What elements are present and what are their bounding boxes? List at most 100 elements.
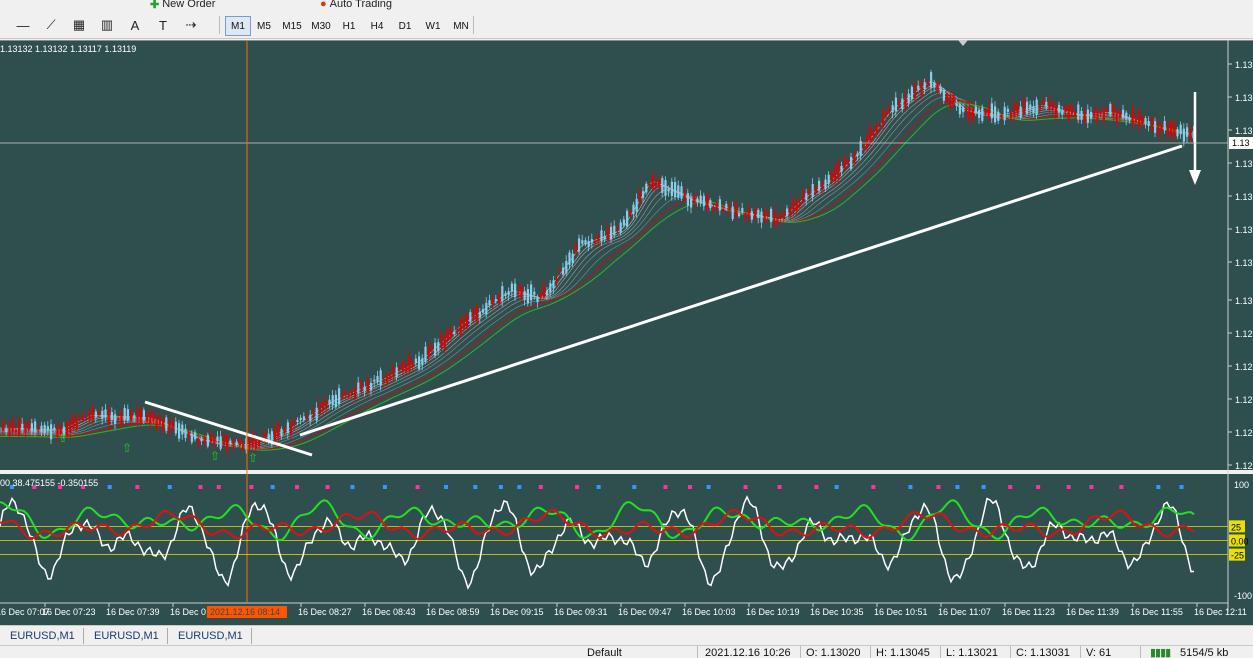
signal-dot bbox=[1036, 485, 1041, 489]
candle-body bbox=[763, 210, 766, 223]
timeframe-m5[interactable]: M5 bbox=[257, 20, 271, 32]
candle-body bbox=[702, 195, 705, 207]
candle-body bbox=[1054, 105, 1057, 118]
candle-body bbox=[405, 364, 408, 373]
candle-body bbox=[750, 211, 753, 220]
candle-body bbox=[1000, 114, 1003, 118]
auto-trading-label: Auto Trading bbox=[329, 0, 393, 10]
signal-dot bbox=[1179, 485, 1184, 489]
candle-body bbox=[1080, 110, 1083, 120]
candle-body bbox=[210, 433, 213, 443]
candle-body bbox=[110, 412, 113, 420]
candle-body bbox=[696, 198, 699, 203]
candle-body bbox=[200, 438, 203, 442]
indicator-scale-bottom: -100 bbox=[1234, 591, 1252, 601]
candle-body bbox=[1019, 106, 1022, 118]
candle-body bbox=[1179, 124, 1182, 135]
candle-body bbox=[725, 203, 728, 209]
signal-dot bbox=[517, 485, 522, 489]
candle-body bbox=[21, 423, 24, 430]
candle-body bbox=[1115, 111, 1118, 123]
candle-body bbox=[331, 395, 334, 405]
candle-body bbox=[238, 438, 241, 446]
candle-body bbox=[488, 300, 491, 306]
time-tick-label: 16 Dec 07:39 bbox=[106, 607, 160, 617]
timeframe-w1[interactable]: W1 bbox=[425, 20, 441, 32]
timeframe-m15[interactable]: M15 bbox=[282, 20, 302, 32]
toolbar-separator bbox=[473, 16, 474, 34]
status-high: H: 1.13045 bbox=[876, 647, 930, 658]
time-tick-label: 16 Dec 11:07 bbox=[938, 607, 991, 617]
arrows-tool[interactable]: ⇢ bbox=[185, 17, 197, 32]
candle-body bbox=[546, 290, 549, 296]
status-open: O: 1.13020 bbox=[806, 647, 861, 658]
candle-body bbox=[370, 382, 373, 391]
signal-dot bbox=[955, 485, 960, 489]
status-close: C: 1.13031 bbox=[1016, 647, 1070, 658]
candle-body bbox=[1026, 101, 1029, 114]
indicator-level-box bbox=[1229, 548, 1245, 561]
chart-tabs: EURUSD,M1 EURUSD,M1 EURUSD,M1 bbox=[0, 625, 1253, 646]
candle-body bbox=[811, 184, 814, 197]
candle-body bbox=[443, 335, 446, 349]
candle-body bbox=[184, 428, 187, 438]
ma-line bbox=[0, 95, 1193, 450]
candle-body bbox=[997, 111, 1000, 121]
candle-body bbox=[536, 297, 539, 303]
candle-body bbox=[830, 173, 833, 183]
candle-body bbox=[1106, 108, 1109, 113]
auto-trading-button[interactable]: ● Auto Trading bbox=[320, 0, 393, 12]
candle-body bbox=[421, 358, 424, 365]
candle-body bbox=[1045, 101, 1048, 108]
candle-body bbox=[1112, 104, 1115, 117]
new-order-button[interactable]: ✚ New Order bbox=[150, 0, 215, 12]
candle-body bbox=[683, 193, 686, 198]
candle-body bbox=[606, 227, 609, 241]
candle-body bbox=[587, 241, 590, 247]
signal-dot bbox=[325, 485, 330, 489]
candle-body bbox=[1032, 106, 1035, 114]
candle-body bbox=[1163, 120, 1166, 131]
fibonacci-tool[interactable]: ▦ bbox=[72, 17, 86, 32]
candle-body bbox=[917, 85, 920, 90]
chart-tab[interactable]: EURUSD,M1 bbox=[2, 628, 84, 644]
timeframe-d1[interactable]: D1 bbox=[398, 20, 412, 32]
candle-body bbox=[990, 103, 993, 119]
plus-icon: ✚ bbox=[150, 0, 160, 11]
timeframe-m30[interactable]: M30 bbox=[311, 20, 331, 32]
signal-dot bbox=[107, 485, 112, 489]
candle-body bbox=[952, 94, 955, 106]
chart-tab[interactable]: EURUSD,M1 bbox=[86, 628, 168, 644]
candle-body bbox=[1090, 111, 1093, 119]
candle-body bbox=[283, 428, 286, 433]
timeframe-h1[interactable]: H1 bbox=[342, 20, 356, 32]
candle-body bbox=[408, 355, 411, 372]
candle-body bbox=[219, 436, 222, 449]
timeframe-h4[interactable]: H4 bbox=[370, 20, 384, 32]
candle-body bbox=[878, 124, 881, 127]
line-tool[interactable]: — bbox=[16, 17, 30, 33]
candle-body bbox=[814, 186, 817, 194]
signal-dot bbox=[167, 485, 172, 489]
text-label-tool[interactable]: T bbox=[159, 17, 167, 33]
candle-body bbox=[824, 179, 827, 189]
candle-body bbox=[328, 399, 331, 405]
auto-trading-icon: ● bbox=[320, 0, 327, 10]
candle-body bbox=[856, 153, 859, 157]
timeframe-mn[interactable]: MN bbox=[453, 20, 469, 32]
candle-body bbox=[347, 393, 350, 398]
candle-body bbox=[866, 134, 869, 149]
text-tool[interactable]: A bbox=[130, 17, 140, 33]
signal-dot bbox=[936, 485, 941, 489]
candle-body bbox=[782, 212, 785, 219]
crosshair-time-label: 2021.12.16 08:14 bbox=[210, 607, 280, 617]
current-price-label: 1.13 bbox=[1232, 138, 1250, 148]
candle-body bbox=[773, 210, 776, 226]
candle-body bbox=[1093, 110, 1096, 118]
trendline-tool[interactable]: ⟋ bbox=[46, 17, 56, 32]
timeframe-m1[interactable]: M1 bbox=[225, 16, 251, 36]
fibonacci-fan-tool[interactable]: ▥ bbox=[100, 17, 114, 32]
chart-tab[interactable]: EURUSD,M1 bbox=[170, 628, 252, 644]
candle-body bbox=[1141, 116, 1144, 124]
price-chart[interactable]: ⇧ ⇧ ⇧ ⇧ 1.13 1.13 1.13 1.13 1.13 1.13 1.13 1.13 1.12… bbox=[0, 40, 1253, 625]
